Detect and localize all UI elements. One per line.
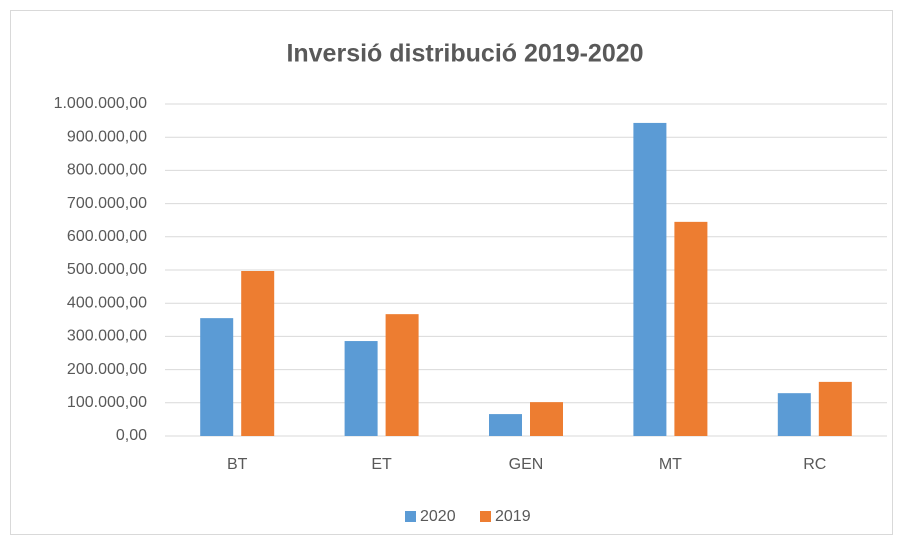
bar — [530, 402, 563, 436]
y-tick-label: 1.000.000,00 — [54, 95, 148, 112]
chart-title: Inversió distribució 2019-2020 — [286, 40, 643, 68]
bar — [344, 341, 378, 436]
bar — [674, 221, 708, 436]
legend-swatch — [405, 511, 416, 522]
y-tick-label: 400.000,00 — [67, 294, 147, 311]
x-tick-label: ET — [371, 456, 392, 473]
y-tick-label: 100.000,00 — [67, 394, 147, 411]
y-tick-label: 0,00 — [116, 427, 147, 444]
bar — [200, 318, 234, 436]
y-tick-label: 200.000,00 — [67, 361, 147, 378]
bar — [633, 122, 667, 436]
y-tick-label: 700.000,00 — [67, 195, 147, 212]
legend-swatch — [480, 511, 491, 522]
bar — [241, 270, 275, 436]
chart-frame — [10, 10, 893, 535]
legend-label: 2020 — [420, 508, 456, 525]
y-tick-label: 600.000,00 — [67, 228, 147, 245]
y-tick-label: 800.000,00 — [67, 162, 147, 179]
x-tick-label: BT — [227, 456, 248, 473]
x-tick-label: RC — [803, 456, 826, 473]
bar — [489, 414, 522, 436]
bar — [385, 314, 419, 436]
bar — [818, 381, 852, 436]
legend-label: 2019 — [495, 508, 531, 525]
x-tick-label: MT — [659, 456, 682, 473]
y-tick-label: 300.000,00 — [67, 328, 147, 345]
bar — [777, 393, 811, 436]
y-tick-label: 500.000,00 — [67, 261, 147, 278]
x-tick-label: GEN — [509, 456, 544, 473]
y-tick-label: 900.000,00 — [67, 128, 147, 145]
